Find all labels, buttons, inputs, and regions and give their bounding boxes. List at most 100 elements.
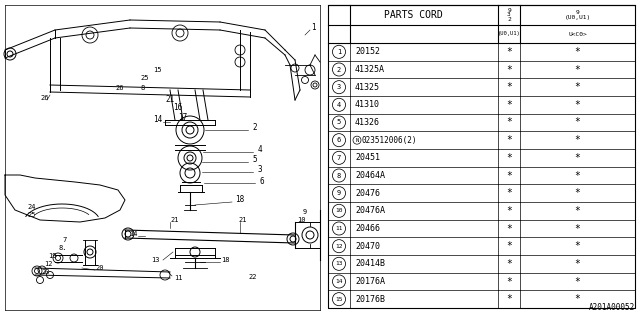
Text: *: * (575, 135, 580, 145)
Text: *: * (506, 206, 512, 216)
Text: 41325A: 41325A (355, 65, 385, 74)
Text: 6: 6 (260, 178, 264, 187)
Text: 24: 24 (28, 204, 36, 210)
Text: 10: 10 (297, 217, 305, 223)
Text: *: * (575, 241, 580, 251)
Text: *: * (506, 153, 512, 163)
Text: *: * (506, 223, 512, 234)
Text: 20464A: 20464A (355, 171, 385, 180)
Text: 1: 1 (337, 49, 341, 55)
Text: 11: 11 (335, 226, 343, 231)
Text: *: * (506, 259, 512, 269)
Text: 20176B: 20176B (355, 295, 385, 304)
Text: *: * (506, 100, 512, 110)
Text: *: * (575, 276, 580, 286)
Text: *: * (506, 294, 512, 304)
Text: 20451: 20451 (355, 153, 380, 162)
Text: 26: 26 (116, 85, 124, 91)
Text: 14: 14 (129, 231, 137, 237)
Text: 20: 20 (96, 265, 104, 271)
Text: 15: 15 (153, 67, 161, 73)
Text: 6: 6 (337, 137, 341, 143)
Text: 9
(U0,U1): 9 (U0,U1) (564, 10, 591, 20)
Text: 18: 18 (236, 196, 244, 204)
Text: 22: 22 (249, 274, 257, 280)
Text: 21: 21 (171, 217, 179, 223)
Text: A201A00052: A201A00052 (589, 303, 635, 312)
Text: 16: 16 (173, 103, 182, 113)
Text: 20476: 20476 (355, 189, 380, 198)
Text: 25: 25 (28, 212, 36, 218)
Text: U<C0>: U<C0> (568, 31, 587, 36)
Text: *: * (506, 135, 512, 145)
Text: *: * (506, 276, 512, 286)
Text: 20466: 20466 (355, 224, 380, 233)
Text: 12: 12 (44, 261, 52, 267)
Text: 17: 17 (179, 114, 188, 123)
Text: 41325: 41325 (355, 83, 380, 92)
Text: 3: 3 (337, 84, 341, 90)
Text: 7: 7 (337, 155, 341, 161)
Text: 20470: 20470 (355, 242, 380, 251)
Text: 23: 23 (42, 269, 51, 275)
Text: 19: 19 (48, 253, 56, 259)
Text: 5: 5 (337, 119, 341, 125)
Bar (328, 5, 635, 308)
Text: 20176A: 20176A (355, 277, 385, 286)
Text: 14: 14 (335, 279, 343, 284)
Text: 41326: 41326 (355, 118, 380, 127)
Text: *: * (506, 171, 512, 180)
Text: 20414B: 20414B (355, 259, 385, 268)
Text: 2: 2 (337, 67, 341, 73)
Text: *: * (506, 117, 512, 127)
Text: *: * (575, 171, 580, 180)
Text: 2: 2 (253, 124, 257, 132)
Text: *: * (575, 259, 580, 269)
Text: *: * (575, 65, 580, 75)
Text: *: * (506, 47, 512, 57)
Text: 25: 25 (141, 75, 149, 81)
Text: 9: 9 (337, 190, 341, 196)
Text: 4: 4 (258, 146, 262, 155)
Text: (U0,U1): (U0,U1) (498, 31, 520, 36)
Text: N: N (355, 138, 358, 143)
Text: 21: 21 (239, 217, 247, 223)
Text: 1: 1 (310, 23, 316, 33)
Text: 10: 10 (335, 208, 343, 213)
Text: 4: 4 (337, 102, 341, 108)
Text: 41310: 41310 (355, 100, 380, 109)
Text: *: * (575, 223, 580, 234)
Text: PARTS CORD: PARTS CORD (383, 10, 442, 20)
Text: 8: 8 (337, 172, 341, 179)
Text: *: * (575, 117, 580, 127)
Text: 023512006(2): 023512006(2) (362, 136, 417, 145)
Text: *: * (506, 65, 512, 75)
Text: 13: 13 (335, 261, 343, 266)
Text: 11: 11 (173, 275, 182, 281)
Text: 9
3
2: 9 3 2 (507, 8, 511, 22)
Text: 13: 13 (151, 257, 159, 263)
Text: 20152: 20152 (355, 47, 380, 56)
Text: *: * (575, 47, 580, 57)
Text: 20476A: 20476A (355, 206, 385, 215)
Text: 9: 9 (303, 209, 307, 215)
Text: 7: 7 (63, 237, 67, 243)
Text: *: * (575, 188, 580, 198)
Text: 14: 14 (154, 116, 163, 124)
Text: 3: 3 (258, 165, 262, 174)
Text: *: * (506, 188, 512, 198)
Text: 21: 21 (165, 95, 175, 105)
Text: 12: 12 (335, 244, 343, 249)
Text: *: * (506, 82, 512, 92)
Text: *: * (575, 294, 580, 304)
Text: *: * (575, 82, 580, 92)
Text: *: * (575, 100, 580, 110)
Text: 26: 26 (41, 95, 49, 101)
Text: *: * (575, 206, 580, 216)
Text: 5: 5 (253, 156, 257, 164)
Text: *: * (506, 241, 512, 251)
Text: 18: 18 (221, 257, 229, 263)
Text: 8.: 8. (59, 245, 67, 251)
Text: 8: 8 (141, 85, 145, 91)
Text: *: * (575, 153, 580, 163)
